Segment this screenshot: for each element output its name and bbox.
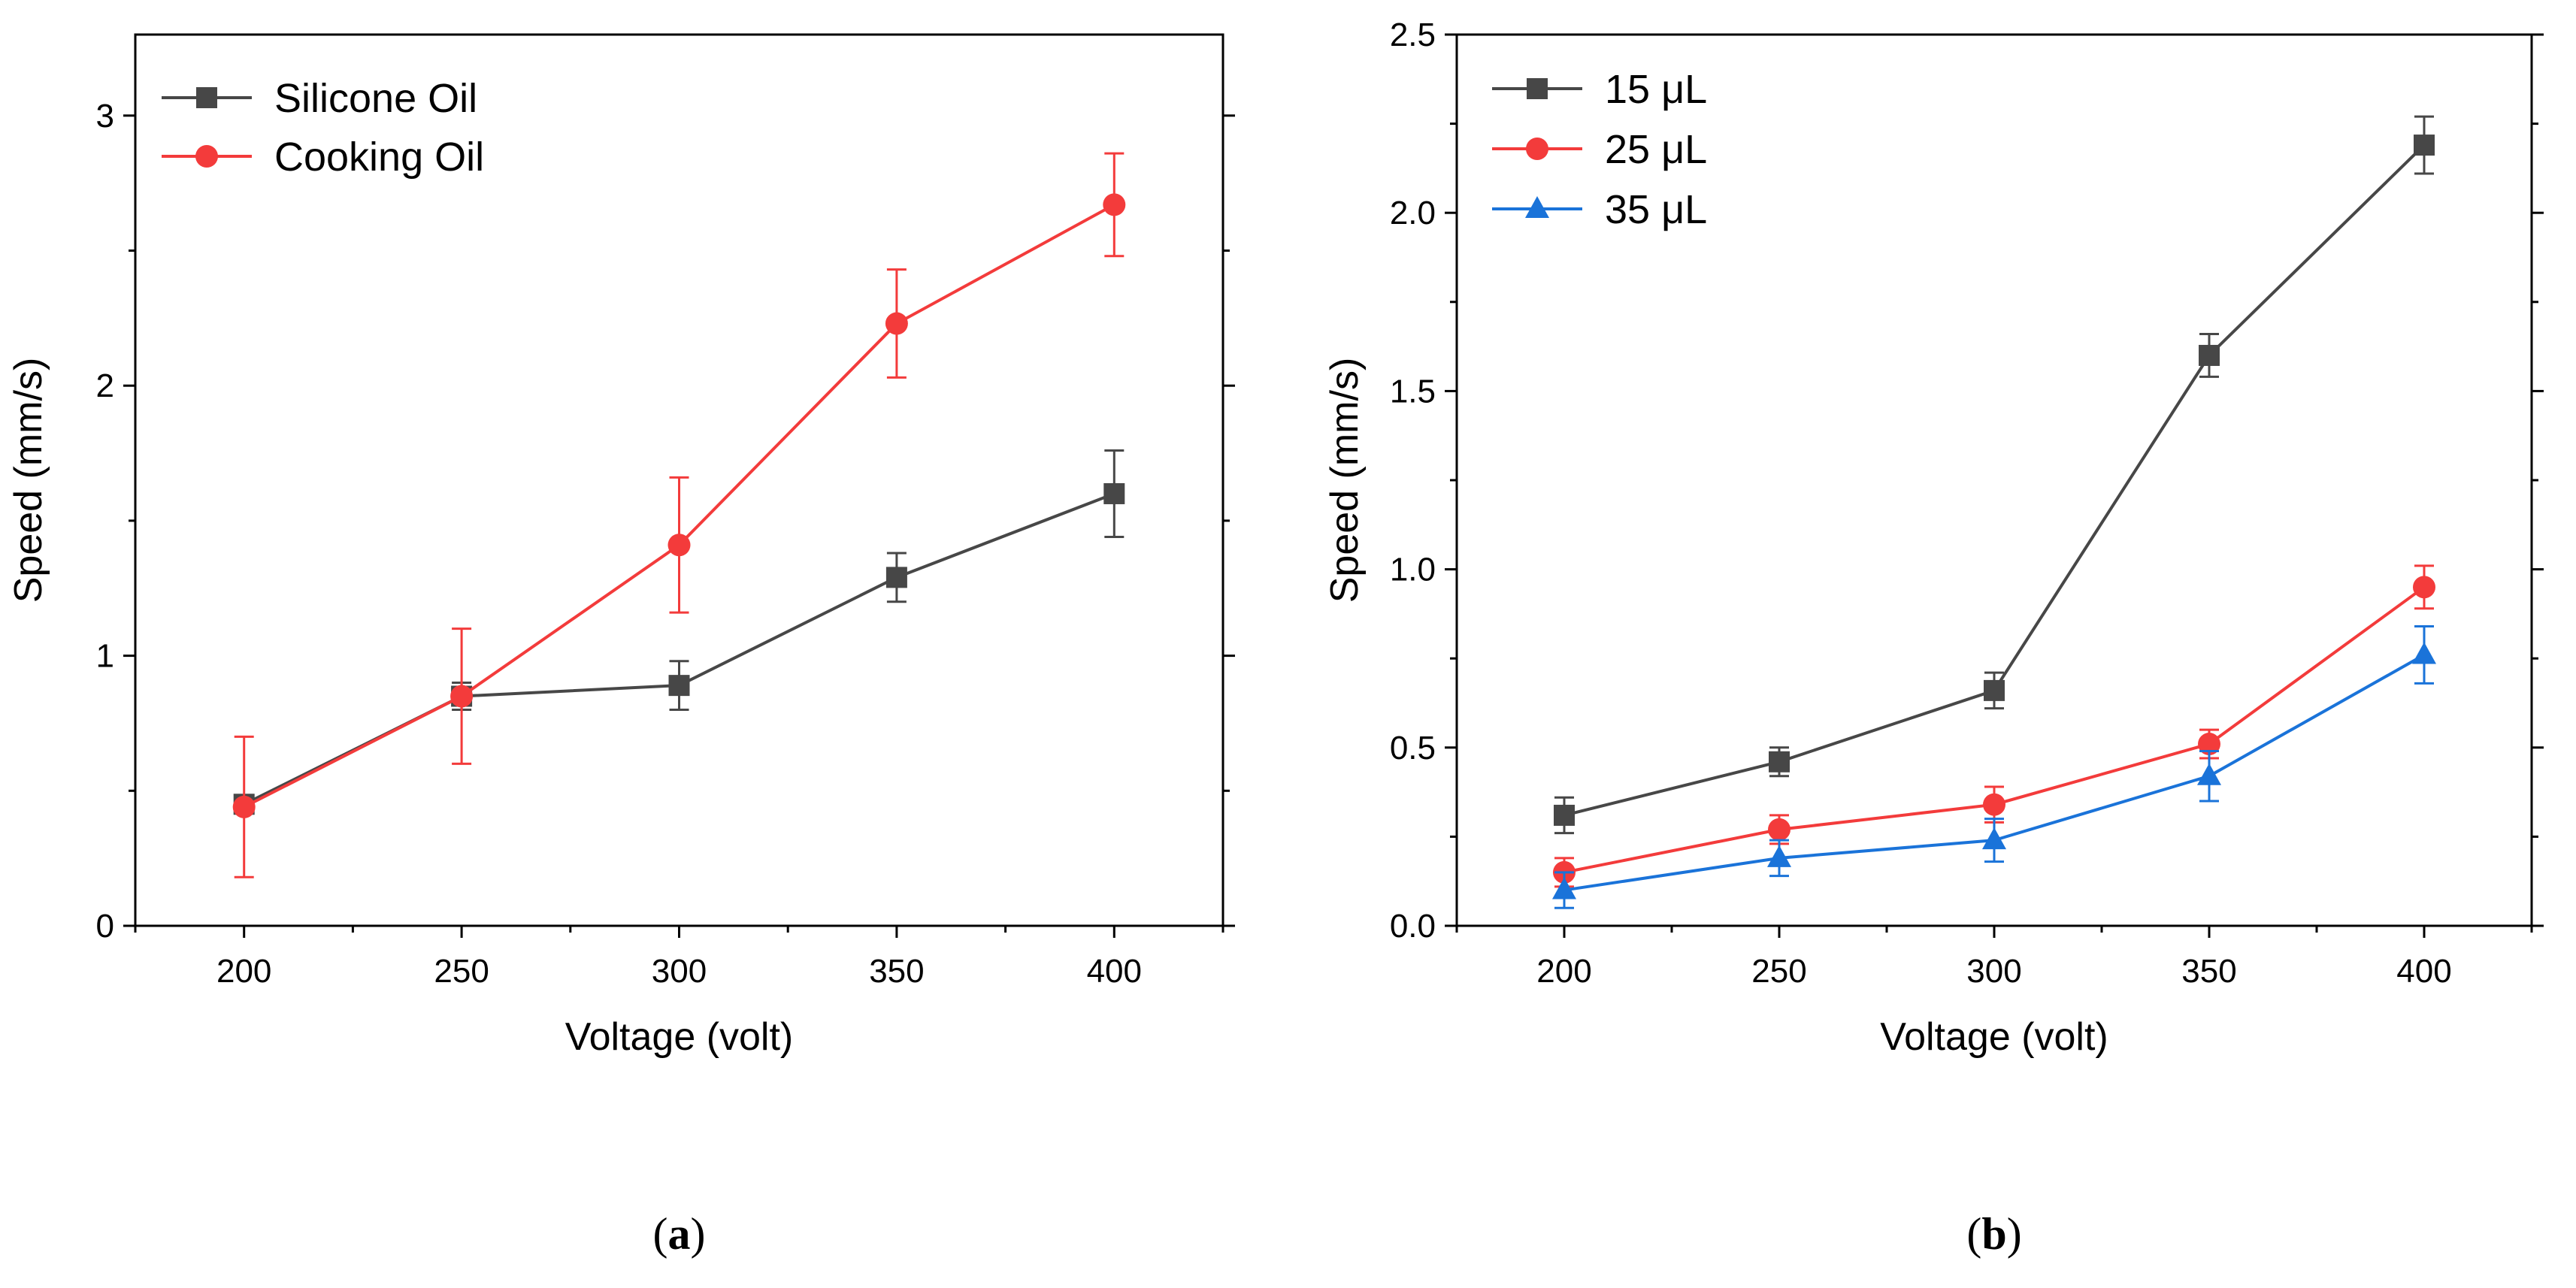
panel-b-legend-label: 15 μL (1605, 67, 1707, 112)
panel-b-caption-paren-close: ) (2007, 1209, 2022, 1259)
panel-b-y-tick-label: 2.5 (1390, 17, 1436, 53)
panel-b-series-line (1563, 144, 2426, 817)
panel-b-x-axis-label: Voltage (volt) (1880, 1015, 2108, 1059)
panel-b-data-point (2414, 135, 2435, 156)
panel-a-x-tick-label: 350 (869, 953, 924, 990)
panel-b-series-3 (1552, 625, 2436, 909)
panel-a-caption-letter: a (668, 1209, 691, 1259)
panel-a-y-axis-label: Speed (mm/s) (7, 358, 50, 603)
panel-b-x-tick-label: 250 (1751, 953, 1806, 990)
panel-b-data-point (1769, 751, 1790, 772)
panel-b-data-point (2412, 642, 2436, 664)
panel-a-x-tick-label: 400 (1087, 953, 1142, 990)
panel-a-legend-label: Cooking Oil (274, 135, 484, 180)
panel-b-chart: 200 250 300 350 400 0.0 0.5 1.0 1.5 2.0 2.5 Voltage… (1323, 17, 2544, 1259)
panel-a-y-tick-label: 0 (96, 908, 114, 945)
panel-b-data-point (1983, 793, 2005, 816)
panel-a-data-point (232, 795, 256, 818)
panel-b-y-tick-label: 0.0 (1390, 908, 1436, 945)
panel-a-data-point (1103, 193, 1126, 216)
panel-b-y-tick-label: 1.5 (1390, 373, 1436, 410)
panel-b-data-point (1768, 818, 1790, 841)
panel-b-legend-marker (1526, 138, 1548, 160)
panel-b-legend-marker (1525, 196, 1549, 218)
panel-b-legend-marker (1527, 78, 1548, 99)
panel-b-data-point (1552, 877, 1576, 899)
panel-a-legend-label: Silicone Oil (274, 76, 477, 121)
panel-a-x-tick-label: 200 (216, 953, 271, 990)
panel-b-y-tick-label: 0.5 (1390, 730, 1436, 766)
panel-a-chart: 200 250 300 350 400 0 1 2 3 Voltage (volt) Speed (… (7, 33, 1235, 1259)
panel-b-caption-letter: b (1981, 1209, 2006, 1259)
panel-b-data-point (1554, 804, 1575, 826)
panel-a-data-point (885, 567, 907, 588)
panel-b-data-point (2413, 576, 2435, 599)
panel-a-legend-marker (196, 87, 217, 108)
panel-b-data-point (2199, 344, 2220, 366)
panel-a-series-2 (232, 152, 1126, 878)
panel-b-y-axis-label: Speed (mm/s) (1323, 358, 1367, 603)
panel-a-data-point (1103, 482, 1125, 504)
panel-a-data-point (668, 675, 690, 697)
panel-a-legend-marker (195, 145, 218, 168)
panel-b-data-point (1982, 827, 2006, 850)
panel-a-x-tick-label: 250 (434, 953, 489, 990)
panel-b-legend-label: 25 μL (1605, 127, 1707, 172)
panel-a-caption-paren-close: ) (691, 1209, 706, 1259)
panel-a-data-point (885, 312, 908, 335)
panel-b-x-tick-label: 400 (2396, 953, 2451, 990)
panel-a-x-tick-label: 300 (652, 953, 707, 990)
panel-b-y-tick-label: 2.0 (1390, 195, 1436, 231)
panel-b-x-tick-label: 200 (1536, 953, 1591, 990)
panel-a-data-point (450, 685, 474, 708)
panel-a-y-tick-label: 1 (96, 638, 114, 675)
panel-b-x-tick-label: 300 (1966, 953, 2021, 990)
panel-b-y-tick-label: 1.0 (1390, 552, 1436, 588)
panel-b-data-point (1984, 679, 2005, 701)
panel-b-data-point (2198, 733, 2220, 756)
panel-a-legend: Silicone Oil Cooking Oil (162, 76, 484, 180)
panel-a-data-point (667, 534, 691, 557)
panel-b-legend-label: 35 μL (1605, 187, 1707, 232)
panel-a-x-axis-label: Voltage (volt) (565, 1015, 794, 1059)
panel-b-caption-paren-open: ( (1966, 1209, 1981, 1259)
panel-a-y-tick-label: 3 (96, 98, 114, 135)
panel-b-x-tick-label: 350 (2181, 953, 2236, 990)
panel-a-y-tick-label: 2 (96, 367, 114, 404)
panel-a-caption-paren-open: ( (653, 1209, 668, 1259)
panel-b-series-1 (1554, 115, 2435, 835)
panel-b-caption: (b) (1966, 1209, 2021, 1259)
panel-b-data-point (1767, 845, 1791, 867)
panel-a-caption: (a) (653, 1209, 706, 1259)
panel-b-data-point (2197, 763, 2221, 785)
panel-b-legend: 15 μL 25 μL 35 μL (1492, 67, 1707, 232)
